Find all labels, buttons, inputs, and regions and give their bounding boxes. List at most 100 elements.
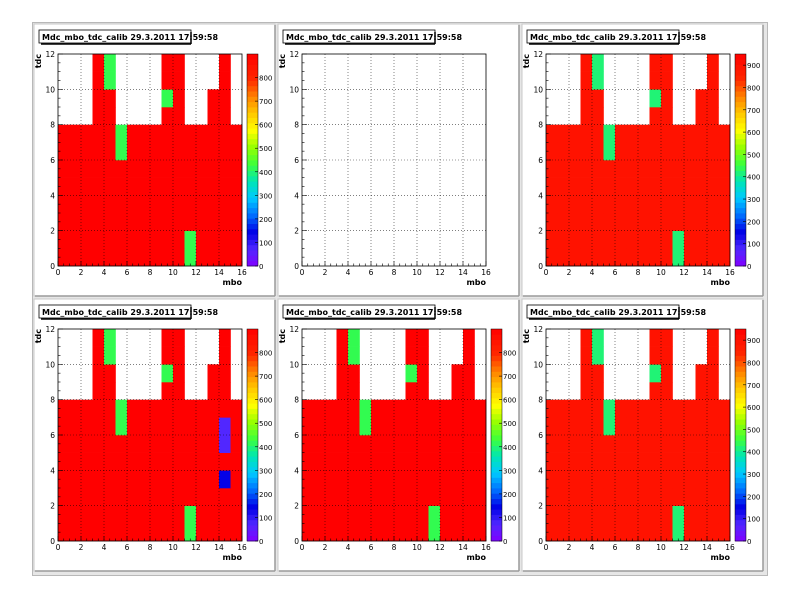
heatmap-cell [313,417,326,436]
color-bar-segment [735,69,746,76]
heatmap-cell [104,142,116,161]
color-bar-segment [247,160,258,166]
heatmap-cell [603,213,616,231]
heatmap-cell [115,488,128,506]
heatmap-cell [405,399,418,418]
grid-lines [58,329,242,541]
x-tick-label: 6 [613,543,618,552]
heatmap-cell [336,505,349,524]
heatmap-cell [313,488,326,506]
heatmap-cell [672,230,685,249]
heatmap-cell [127,195,139,214]
heatmap-cell [359,470,372,489]
color-bar-segment [247,525,258,531]
color-bar-tick-label: 600 [747,129,760,137]
heatmap-cell [451,505,464,524]
color-bar-segment [735,122,746,129]
heatmap-cell [173,470,185,489]
color-bar-segment [735,91,746,97]
heatmap-cell [161,346,174,365]
heatmap-cell [371,417,383,436]
heatmap-cell [580,488,593,506]
heatmap-cell [313,523,326,542]
heatmap-cell [463,417,475,436]
color-bar-segment [735,112,746,118]
x-tick-label: 14 [702,268,712,277]
heatmap-cell [161,452,174,471]
heatmap-cell [150,124,162,143]
heatmap-cell [230,177,243,196]
heatmap-cell [405,382,418,400]
heatmap-cell [394,505,406,524]
heatmap-cell [196,399,208,418]
heatmap-cell [325,417,337,436]
heatmap-cell [557,248,570,267]
heatmap-cell [695,452,708,471]
chart-title: Mdc_mbo_tdc_calib 29.3.2011 17:59:58 [42,33,218,42]
color-bar-segment [247,376,258,383]
heatmap-cell [672,160,685,178]
x-tick-label: 10 [656,268,666,277]
color-bar-segment [491,450,502,457]
color-bar-segment [247,101,258,108]
heatmap-cell [325,488,337,506]
x-tick-label: 10 [412,268,422,277]
heatmap-cell [382,488,395,506]
color-bar: 0 100 200 300 400 500 600 700 800 900 [734,53,760,271]
heatmap-cell [150,470,162,489]
heatmap-cell [58,195,70,214]
heatmap-cell [707,435,719,453]
heatmap-cell [69,160,82,178]
heatmap-cell [230,452,243,471]
color-bar-segment [247,122,258,129]
heatmap-cell [707,230,719,249]
heatmap-cell [115,195,128,214]
color-bar-segment [735,397,746,404]
y-tick-label: 2 [538,502,543,511]
heatmap-cell [219,195,231,214]
heatmap-cell [546,177,558,196]
heatmap-cell [661,399,673,418]
color-bar-segment [735,165,746,171]
y-axis-label: tdc [278,54,287,69]
heatmap-cell [207,177,220,196]
heatmap-cell [684,523,696,542]
heatmap-cell [184,505,197,524]
heatmap-cell [474,452,487,471]
grid-lines [302,54,486,266]
heatmap-cell [230,248,243,267]
heatmap-cell [69,195,82,214]
color-bar-segment [735,191,746,198]
heatmap-cell [417,523,429,542]
heatmap-cell [707,213,719,231]
x-tick-label: 4 [346,543,351,552]
x-tick-label: 4 [590,268,595,277]
x-tick-label: 10 [656,543,666,552]
color-bar-segment [735,472,746,478]
heatmap-cell [138,417,151,436]
heatmap-cell [219,248,231,267]
heatmap-cell [569,160,581,178]
color-bar-tick-label: 200 [747,493,760,501]
heatmap-cell [569,213,581,231]
heatmap-cell [661,160,673,178]
heatmap-cell [359,417,372,436]
heatmap-cell [626,488,639,506]
heatmap-cell [695,160,708,178]
y-tick-label: 8 [50,121,55,130]
y-tick-label: 4 [50,466,55,475]
heatmap-cell [81,452,93,471]
y-tick-label: 10 [533,85,543,94]
color-bar-segment [247,154,258,161]
color-bar-segment [491,403,502,409]
heatmap-cell [336,364,349,383]
chart-panel: Mdc_mbo_tdc_calib 29.3.2011 17:59:58 0 2 4 6… [277,298,520,572]
color-bar-segment [247,64,258,71]
heatmap-cell [615,399,627,418]
y-axis-label: tdc [522,329,531,344]
heatmap-cell [661,124,673,143]
color-bar-segment [247,519,258,526]
color-bar-tick-label: 100 [747,516,760,524]
heatmap-cell [580,177,593,196]
heatmap-cell [638,195,650,214]
